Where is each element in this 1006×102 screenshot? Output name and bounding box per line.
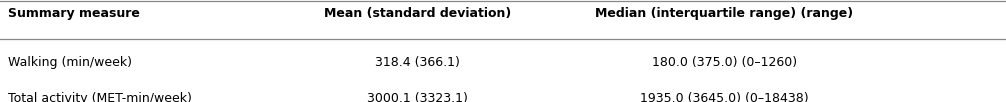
Text: Walking (min/week): Walking (min/week) [8,56,132,69]
Text: 180.0 (375.0) (0–1260): 180.0 (375.0) (0–1260) [652,56,797,69]
Text: 1935.0 (3645.0) (0–18438): 1935.0 (3645.0) (0–18438) [640,92,809,102]
Text: 318.4 (366.1): 318.4 (366.1) [375,56,460,69]
Text: Summary measure: Summary measure [8,7,140,20]
Text: 3000.1 (3323.1): 3000.1 (3323.1) [367,92,468,102]
Text: Total activity (MET-min/week): Total activity (MET-min/week) [8,92,192,102]
Text: Mean (standard deviation): Mean (standard deviation) [324,7,511,20]
Text: Median (interquartile range) (range): Median (interquartile range) (range) [596,7,853,20]
